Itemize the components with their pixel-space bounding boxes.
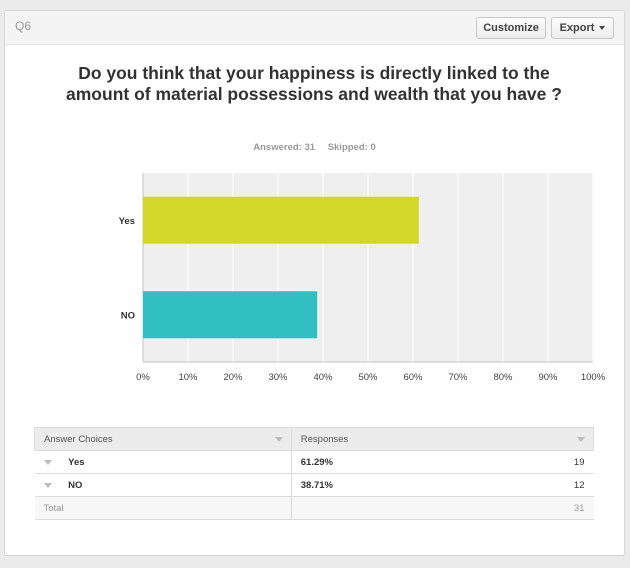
response-count: 12 — [509, 473, 594, 497]
caret-down-icon — [599, 26, 606, 30]
total-count: 31 — [509, 496, 594, 520]
question-title: Do you think that your happiness is dire… — [66, 63, 562, 104]
summary-table: Answer Choices Responses Yes 61.29% 19 — [34, 427, 595, 520]
category-label: Yes — [119, 216, 135, 227]
x-tick-label: 70% — [448, 372, 468, 383]
bar-chart: 0% 10% 20% 30% 40% 50% 60% 70% 80% 90% 100% Yes NO — [119, 173, 606, 383]
response-count: 19 — [509, 450, 594, 474]
sort-icon[interactable] — [577, 437, 585, 442]
total-label: Total — [34, 496, 292, 520]
export-label: Export — [559, 22, 595, 34]
x-tick-label: 50% — [358, 372, 378, 383]
x-tick-label: 30% — [268, 372, 288, 383]
card-header: Q6 Customize Export — [5, 11, 624, 45]
choice-label: Yes — [68, 456, 85, 468]
x-tick-label: 60% — [403, 372, 423, 383]
export-button[interactable]: Export — [551, 17, 614, 39]
total-row: Total 31 — [34, 496, 594, 520]
response-percent: 38.71% — [290, 473, 510, 497]
customize-button[interactable]: Customize — [476, 17, 546, 39]
question-number: Q6 — [15, 19, 32, 33]
question-card: Q6 Customize Export Do you think that yo… — [4, 10, 625, 556]
response-stats: Answered: 31 Skipped: 0 — [5, 142, 624, 153]
x-tick-label: 0% — [136, 372, 150, 383]
table-row: Yes 61.29% 19 — [34, 450, 594, 474]
category-label: NO — [121, 310, 135, 321]
customize-label: Customize — [483, 22, 539, 34]
column-header-responses[interactable]: Responses — [290, 427, 595, 451]
choice-label: NO — [68, 479, 83, 491]
bar-yes — [143, 196, 419, 244]
x-tick-label: 20% — [223, 372, 243, 383]
x-tick-label: 80% — [493, 372, 513, 383]
column-header-answer-choices[interactable]: Answer Choices — [34, 427, 292, 451]
x-tick-label: 100% — [581, 372, 606, 383]
x-tick-label: 90% — [538, 372, 558, 383]
response-percent: 61.29% — [290, 450, 510, 474]
expand-icon[interactable] — [43, 459, 52, 465]
sort-icon[interactable] — [274, 437, 283, 442]
skipped-count: Skipped: 0 — [327, 142, 376, 153]
answered-count: Answered: 31 — [253, 142, 316, 153]
bar-no — [143, 291, 318, 339]
table-row: NO 38.71% 12 — [34, 473, 594, 497]
x-tick-label: 10% — [178, 372, 198, 383]
x-tick-label: 40% — [313, 372, 333, 383]
expand-icon[interactable] — [43, 482, 52, 488]
